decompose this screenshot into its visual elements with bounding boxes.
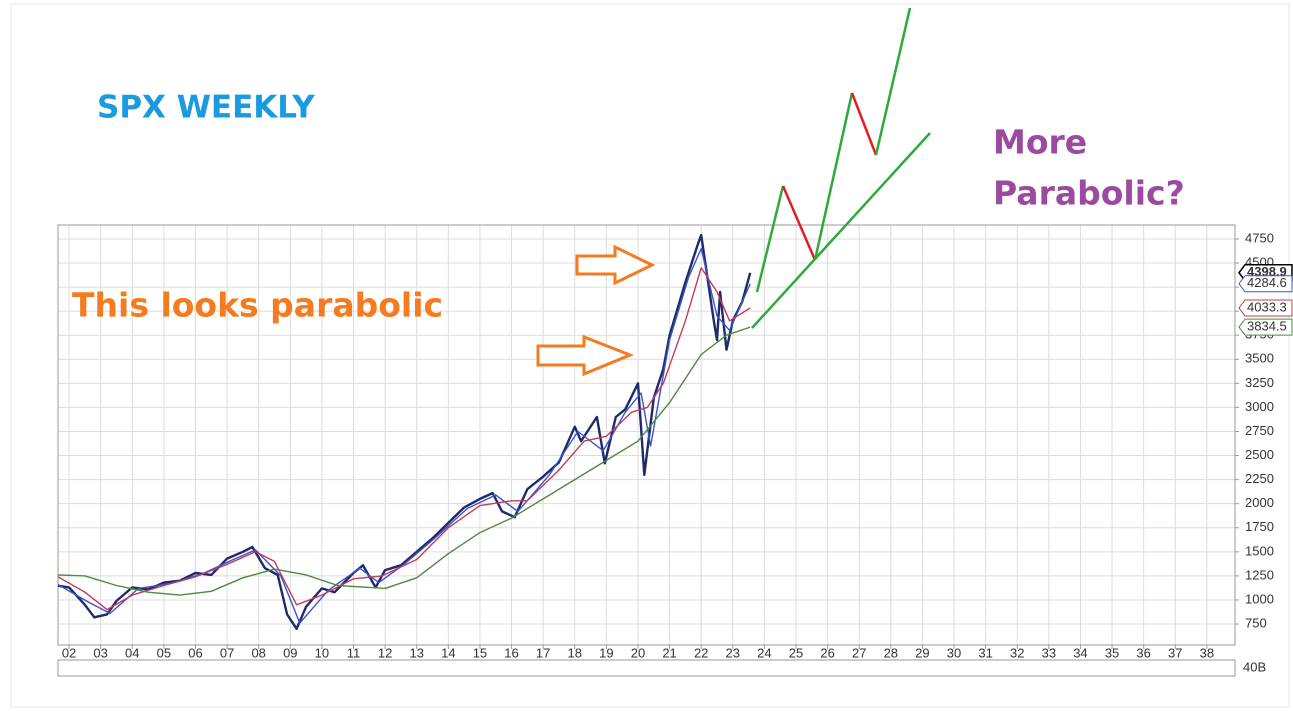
x-tick-label: 19 [599, 645, 613, 660]
series-group [58, 233, 752, 630]
labels: 02 03 04 05 06 07 08 09 10 11 12 13 14 15 16 17 18 19 20 21… [62, 230, 1293, 660]
arrow [536, 334, 635, 377]
series-line [58, 233, 752, 630]
x-tick-label: 13 [409, 645, 423, 660]
y-tick-label: 2750 [1245, 423, 1274, 438]
projection [751, 7, 931, 329]
x-tick-label: 14 [441, 645, 455, 660]
x-tick-label: 05 [157, 645, 171, 660]
x-tick-label: 37 [1168, 645, 1182, 660]
x-tick-label: 38 [1200, 645, 1214, 660]
volume-label: 40B [1243, 659, 1266, 674]
x-tick-label: 03 [93, 645, 107, 660]
price-tag [1238, 318, 1293, 336]
volume-pane [57, 659, 1236, 677]
plot-border [57, 224, 1236, 646]
x-tick-label: 12 [378, 645, 392, 660]
price-tag [1238, 299, 1293, 317]
x-tick-label: 20 [631, 645, 645, 660]
x-tick-label: 08 [251, 645, 265, 660]
x-tick-label: 30 [947, 645, 961, 660]
y-tick-label: 1000 [1245, 591, 1274, 606]
x-tick-label: 31 [978, 645, 992, 660]
y-tick-label: 2500 [1245, 447, 1274, 462]
x-tick-label: 07 [220, 645, 234, 660]
annotation: This looks parabolic [72, 286, 443, 325]
x-tick-label: 11 [347, 645, 361, 660]
x-tick-label: 27 [852, 645, 866, 660]
annotation: Parabolic? [993, 174, 1185, 213]
price-tag-label: 4033.3 [1247, 299, 1287, 314]
projection-up [874, 7, 912, 156]
y-tick-label: 4750 [1245, 230, 1274, 245]
x-tick-label: 34 [1073, 645, 1087, 660]
y-tick-label: 1250 [1245, 567, 1274, 582]
frame [10, 3, 1290, 708]
y-tick-label: 2000 [1245, 495, 1274, 510]
arrow [575, 244, 656, 286]
x-tick-label: 18 [568, 645, 582, 660]
y-tick-label: 1500 [1245, 543, 1274, 558]
x-tick-label: 24 [757, 645, 771, 660]
x-tick-label: 16 [504, 645, 518, 660]
x-tick-label: 23 [726, 645, 740, 660]
x-tick-label: 22 [694, 645, 708, 660]
x-tick-label: 06 [188, 645, 202, 660]
y-tick-label: 1750 [1245, 519, 1274, 534]
x-tick-label: 09 [283, 645, 297, 660]
x-tick-label: 02 [62, 645, 76, 660]
x-tick-label: 21 [662, 645, 676, 660]
price-tag [1238, 275, 1293, 293]
projection-up [813, 92, 854, 261]
y-tick-label: 3500 [1245, 351, 1274, 366]
price-tag-label: 3834.5 [1247, 319, 1287, 334]
series-line [58, 326, 751, 596]
x-tick-label: 26 [820, 645, 834, 660]
y-tick-label: 2250 [1245, 471, 1274, 486]
x-tick-label: 29 [915, 645, 929, 660]
x-tick-label: 28 [884, 645, 898, 660]
x-tick-label: 17 [536, 645, 550, 660]
annotation: More [993, 123, 1087, 162]
x-tick-label: 10 [315, 645, 329, 660]
projection-down [850, 92, 878, 156]
x-tick-label: 33 [1042, 645, 1056, 660]
y-tick-label: 3250 [1245, 375, 1274, 390]
y-tick-label: 3000 [1245, 399, 1274, 414]
y-tick-label: 750 [1245, 615, 1267, 630]
series-line [58, 247, 751, 624]
x-tick-label: 35 [1105, 645, 1119, 660]
x-tick-label: 04 [125, 645, 139, 660]
price-tag-label: 4284.6 [1247, 275, 1287, 290]
x-tick-label: 15 [473, 645, 487, 660]
projection-down [781, 185, 817, 261]
projection-up [755, 185, 785, 293]
x-tick-label: 32 [1010, 645, 1024, 660]
x-tick-label: 25 [789, 645, 803, 660]
x-tick-label: 36 [1136, 645, 1150, 660]
title: SPX WEEKLY [97, 90, 315, 126]
projection-trend [751, 132, 931, 329]
series-line [58, 267, 751, 611]
